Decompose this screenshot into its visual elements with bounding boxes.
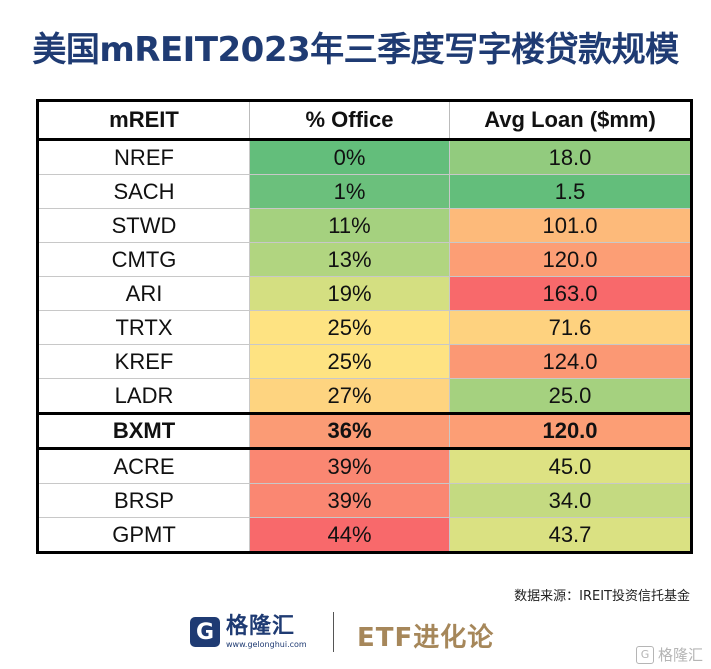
cell-avg-loan: 71.6 <box>449 310 693 345</box>
cell-mreit: ACRE <box>36 448 250 484</box>
table-body: NREF 0% 18.0 SACH 1% 1.5 STWD 11% 101.0 CMTG 13% 12… <box>36 139 693 554</box>
cell-office-pct: 39% <box>249 448 450 484</box>
table-row: NREF 0% 18.0 <box>36 139 693 175</box>
cell-avg-loan: 1.5 <box>449 174 693 209</box>
cell-mreit: SACH <box>36 174 250 209</box>
cell-avg-loan: 120.0 <box>449 242 693 277</box>
cell-avg-loan: 101.0 <box>449 208 693 243</box>
cell-mreit: BXMT <box>36 412 250 450</box>
cell-office-pct: 27% <box>249 378 450 414</box>
cell-mreit: TRTX <box>36 310 250 345</box>
cell-avg-loan: 163.0 <box>449 276 693 311</box>
column-name: ETF进化论 <box>357 623 495 653</box>
cell-mreit: STWD <box>36 208 250 243</box>
watermark: G 格隆汇 <box>635 644 703 665</box>
table-row: CMTG 13% 120.0 <box>36 242 693 277</box>
logo-g-icon: G <box>190 617 220 647</box>
source-note: 数据来源：IREIT投资信托基金 <box>514 589 690 604</box>
cell-office-pct: 39% <box>249 483 450 518</box>
cell-office-pct: 13% <box>249 242 450 277</box>
cell-avg-loan: 43.7 <box>449 517 693 554</box>
chart-title: 美国mREIT2023年三季度写字楼贷款规模 <box>32 30 679 70</box>
brand-url: www.gelonghui.com <box>226 639 307 649</box>
watermark-g-icon: G <box>635 645 654 664</box>
brand-name: 格隆汇 <box>226 613 296 639</box>
table-row: ACRE 39% 45.0 <box>36 448 693 484</box>
table-row: TRTX 25% 71.6 <box>36 310 693 345</box>
column-header-mreit: mREIT <box>36 99 250 141</box>
cell-office-pct: 19% <box>249 276 450 311</box>
cell-avg-loan: 34.0 <box>449 483 693 518</box>
cell-mreit: CMTG <box>36 242 250 277</box>
watermark-text: 格隆汇 <box>657 646 703 664</box>
cell-office-pct: 1% <box>249 174 450 209</box>
gelonghui-logo: G 格隆汇 www.gelonghui.com <box>190 612 307 652</box>
column-header-avg-loan: Avg Loan ($mm) <box>449 99 693 141</box>
cell-mreit: ARI <box>36 276 250 311</box>
table-row: SACH 1% 1.5 <box>36 174 693 209</box>
cell-office-pct: 44% <box>249 517 450 554</box>
table-row: BXMT 36% 120.0 <box>36 412 693 450</box>
cell-office-pct: 25% <box>249 344 450 379</box>
column-header-office: % Office <box>249 99 450 141</box>
cell-avg-loan: 124.0 <box>449 344 693 379</box>
cell-mreit: NREF <box>36 139 250 175</box>
data-table: mREIT % Office Avg Loan ($mm) NREF 0% 18.0… <box>36 99 693 554</box>
table-row: ARI 19% 163.0 <box>36 276 693 311</box>
cell-office-pct: 11% <box>249 208 450 243</box>
table-row: KREF 25% 124.0 <box>36 344 693 379</box>
cell-avg-loan: 18.0 <box>449 139 693 175</box>
cell-mreit: LADR <box>36 378 250 414</box>
cell-office-pct: 36% <box>249 412 450 450</box>
cell-avg-loan: 45.0 <box>449 448 693 484</box>
cell-office-pct: 0% <box>249 139 450 175</box>
cell-avg-loan: 25.0 <box>449 378 693 414</box>
table-row: BRSP 39% 34.0 <box>36 483 693 518</box>
cell-mreit: GPMT <box>36 517 250 554</box>
table-row: GPMT 44% 43.7 <box>36 517 693 554</box>
table-row: STWD 11% 101.0 <box>36 208 693 243</box>
header-row: mREIT % Office Avg Loan ($mm) <box>36 99 693 141</box>
cell-mreit: BRSP <box>36 483 250 518</box>
cell-mreit: KREF <box>36 344 250 379</box>
footer-divider <box>333 612 334 652</box>
table-row: LADR 27% 25.0 <box>36 378 693 414</box>
cell-avg-loan: 120.0 <box>449 412 693 450</box>
cell-office-pct: 25% <box>249 310 450 345</box>
